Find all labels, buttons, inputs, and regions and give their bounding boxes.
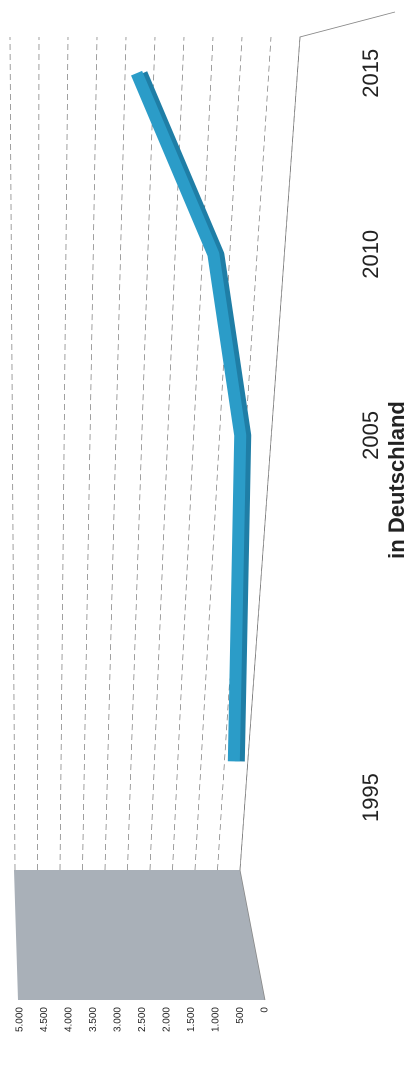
y-tick-label: 2.000	[162, 1007, 173, 1032]
x-tick-label: 2005	[358, 411, 383, 460]
y-tick-label: 5.000	[15, 1007, 26, 1032]
y-tick-label: 4.000	[64, 1007, 75, 1032]
y-tick-label: 0	[260, 1007, 271, 1013]
y-tick-label: 1.000	[211, 1007, 222, 1032]
grid-line	[104, 36, 127, 871]
floor-edge	[239, 11, 396, 1001]
side-wall	[14, 870, 265, 1000]
line-series	[131, 70, 247, 762]
rotated-chart: in Deutschland 0 500 1.000 1.500 2.000 2.500 3…	[9, 11, 408, 1032]
y-tick-label: 500	[235, 1007, 246, 1024]
grid-line	[239, 36, 301, 871]
grid-line	[59, 36, 69, 871]
y-tick-label: 2.500	[137, 1007, 148, 1032]
y-tick-label: 3.000	[113, 1007, 124, 1032]
grid-line	[194, 36, 243, 871]
x-tick-label: 2015	[358, 49, 383, 98]
x-tick-label: 2010	[358, 230, 383, 279]
y-tick-label: 1.500	[186, 1007, 197, 1032]
chart-title: in Deutschland	[384, 401, 408, 559]
y-tick-label: 3.500	[88, 1007, 99, 1032]
grid-line	[9, 36, 16, 871]
grid-line	[37, 36, 40, 871]
x-tick-label: 1995	[358, 773, 383, 822]
grid-line	[217, 36, 272, 871]
grid-line	[82, 36, 98, 871]
grid-line	[127, 36, 156, 871]
grid-line	[172, 36, 214, 871]
y-tick-label: 4.500	[39, 1007, 50, 1032]
